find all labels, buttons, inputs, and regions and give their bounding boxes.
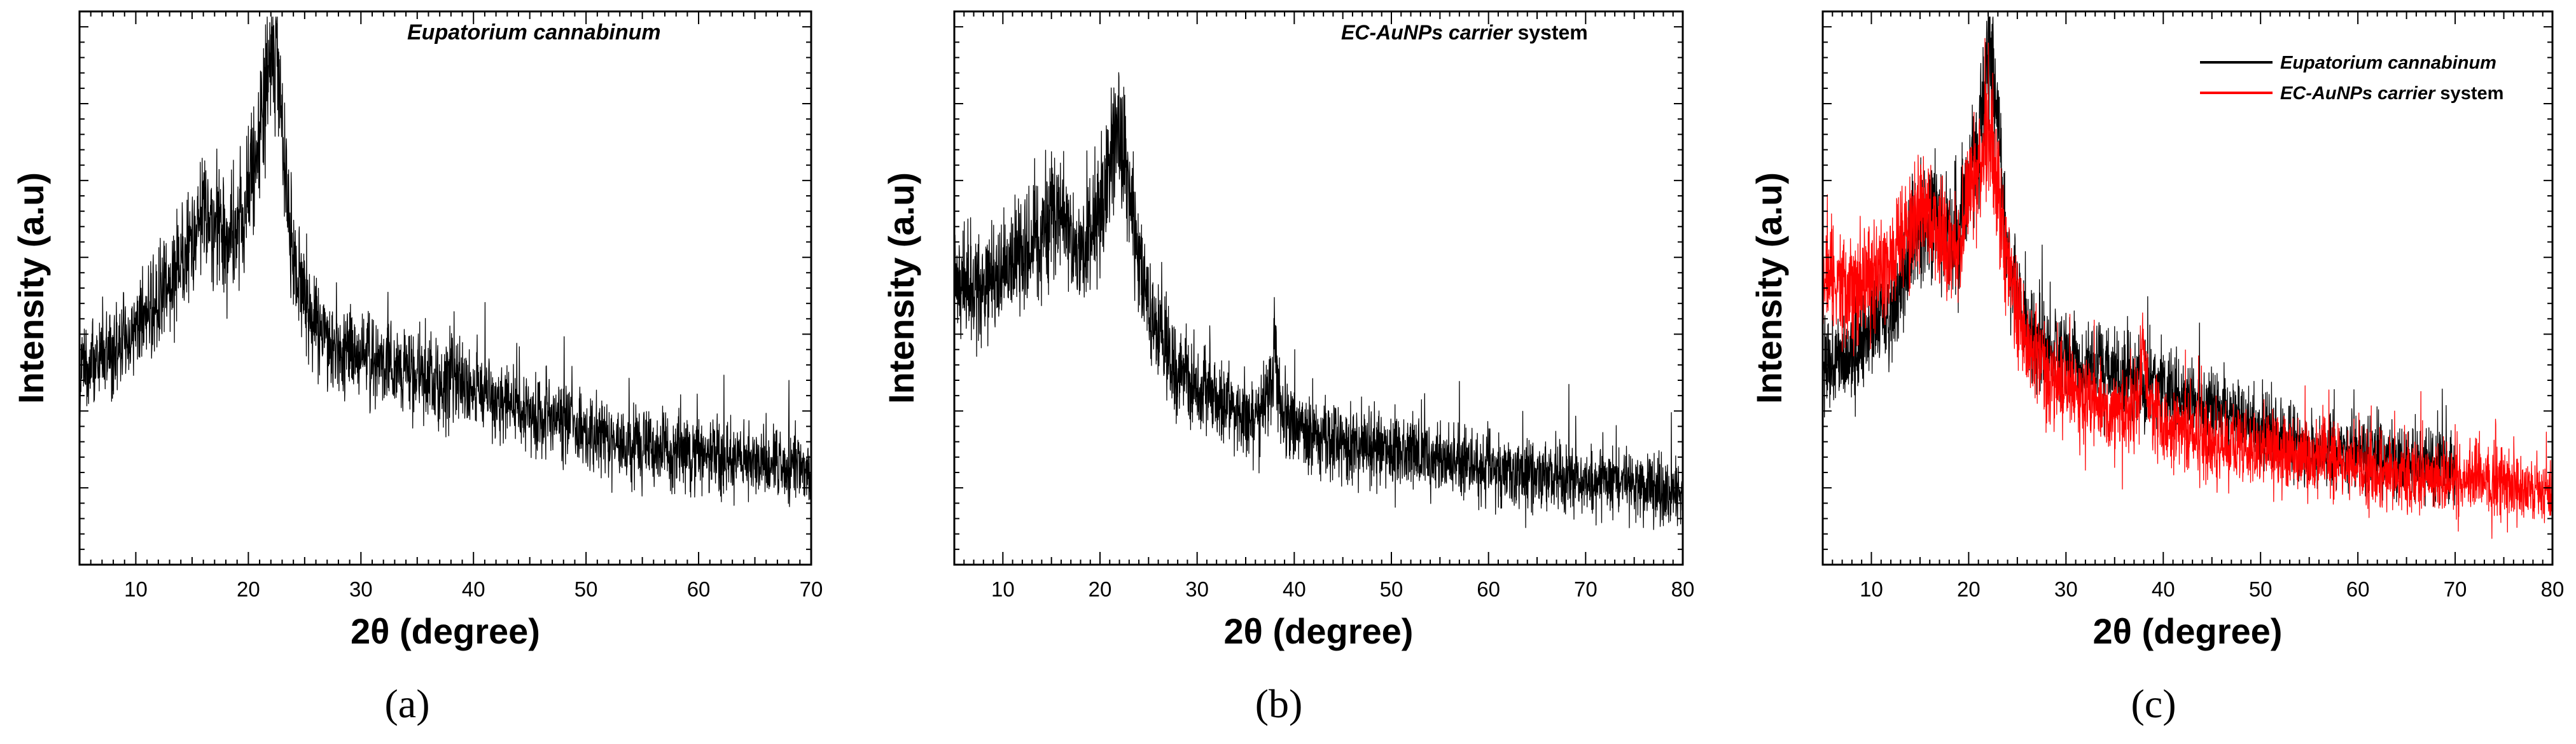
panel-c-y-axis-title: Intensity (a.u) (1749, 172, 1789, 404)
x-tick-label: 30 (1185, 577, 1209, 601)
panel-b-y-ticks (954, 11, 1683, 565)
legend-label-ec-aunps-emphasis: EC-AuNPs carrier (2280, 83, 2436, 104)
panel-b-annotation-rest: system (1512, 21, 1588, 44)
x-tick-label: 60 (687, 577, 711, 601)
x-tick-label: 50 (2249, 577, 2273, 601)
panel-a-traces (79, 17, 812, 507)
x-tick-label: 70 (2444, 577, 2467, 601)
x-tick-label: 10 (124, 577, 148, 601)
x-tick-label: 60 (2346, 577, 2370, 601)
panel-a-annotation: Eupatorium cannabinum (407, 20, 661, 45)
x-tick-label: 40 (462, 577, 485, 601)
panel-a: 10 20 30 40 50 60 70 2θ (degree) Intensity (a.… (11, 10, 823, 726)
panel-a-y-ticks (80, 11, 811, 565)
trace-ec-aunps-carrier-system (1822, 38, 2553, 539)
panel-c-x-axis-title: 2θ (degree) (2093, 611, 2283, 651)
x-tick-label: 20 (1089, 577, 1112, 601)
x-tick-label: 10 (991, 577, 1015, 601)
x-tick-label: 30 (349, 577, 373, 601)
panel-a-x-ticks: 10 20 30 40 50 60 70 (79, 11, 823, 601)
panel-c-x-ticks: 10 20 30 40 50 60 70 80 (1822, 11, 2565, 601)
legend-label-eupatorium: Eupatorium cannabinum (2280, 53, 2496, 73)
legend-label-ec-aunps-rest: system (2435, 83, 2503, 104)
x-tick-label: 70 (1574, 577, 1598, 601)
x-tick-label: 70 (800, 577, 823, 601)
panel-c-label: (c) (2131, 681, 2176, 726)
x-tick-label: 60 (1477, 577, 1500, 601)
panel-a-y-axis-title: Intensity (a.u) (11, 172, 51, 404)
x-tick-label: 30 (2054, 577, 2078, 601)
panel-b-label: (b) (1255, 681, 1303, 726)
x-tick-label: 80 (1671, 577, 1695, 601)
x-tick-label: 40 (2152, 577, 2175, 601)
panel-b-x-ticks: 10 20 30 40 50 60 70 80 (954, 11, 1694, 601)
panel-b-traces (954, 72, 1683, 530)
panel-b-x-axis-title: 2θ (degree) (1224, 611, 1414, 651)
legend-label-ec-aunps: EC-AuNPs carrier system (2280, 83, 2503, 104)
panel-c-traces (1822, 17, 2553, 539)
x-tick-label: 10 (1860, 577, 1883, 601)
panel-a-label: (a) (384, 681, 429, 726)
panel-c-legend: Eupatorium cannabinum EC-AuNPs carrier s… (2200, 53, 2503, 104)
panel-a-plot-frame (78, 10, 812, 566)
panel-a-x-axis-title: 2θ (degree) (351, 611, 540, 651)
panel-c-y-ticks (1823, 11, 2552, 565)
x-tick-label: 40 (1283, 577, 1306, 601)
x-tick-label: 80 (2541, 577, 2565, 601)
panel-b: 10 20 30 40 50 60 70 80 2θ (degree) Intensity (… (881, 10, 1694, 726)
panel-b-annotation: EC-AuNPs carrier system (1341, 21, 1588, 44)
trace-eupatorium-cannabinum (79, 17, 812, 507)
panel-b-y-axis-title: Intensity (a.u) (881, 172, 921, 404)
x-tick-label: 50 (574, 577, 598, 601)
panel-b-annotation-emphasis: EC-AuNPs carrier (1341, 21, 1513, 44)
x-tick-label: 20 (1957, 577, 1981, 601)
x-tick-label: 50 (1380, 577, 1403, 601)
x-tick-label: 20 (237, 577, 260, 601)
trace-ec-aunps-carrier-system (954, 72, 1683, 530)
panel-c: 10 20 30 40 50 60 70 80 2θ (degree) Intensity (… (1749, 10, 2565, 726)
